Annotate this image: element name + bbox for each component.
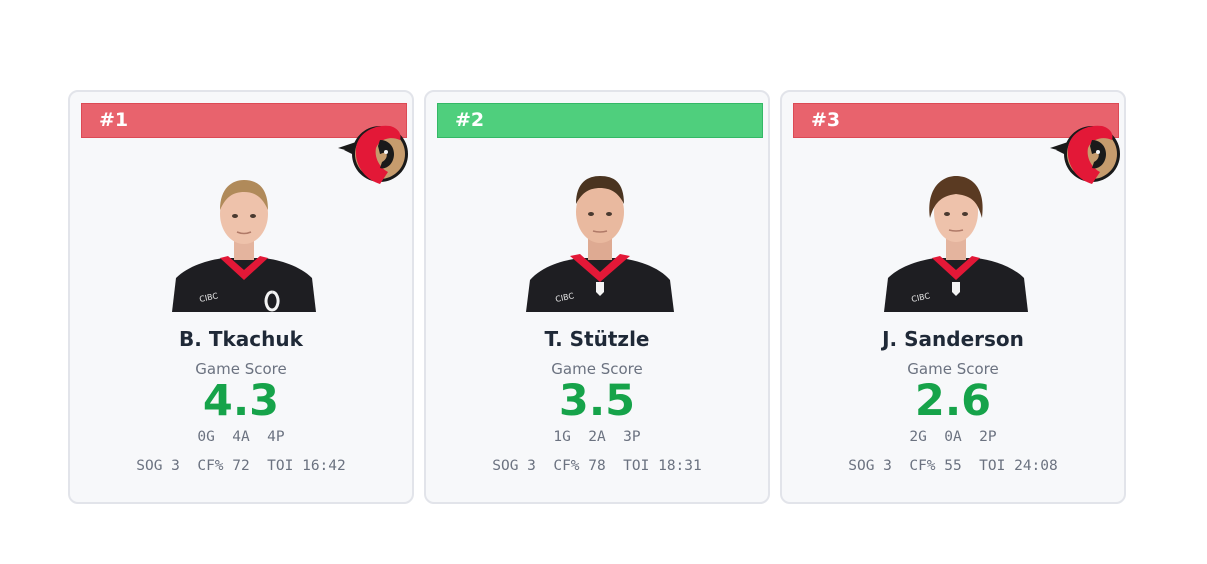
player-headshot-icon: CIBC xyxy=(880,174,1032,312)
ottawa-senators-logo-icon xyxy=(336,122,414,186)
player-headshot-icon: CIBC xyxy=(168,174,320,312)
game-score-value: 2.6 xyxy=(914,376,992,426)
ottawa-senators-logo-icon xyxy=(1048,122,1126,186)
svg-text:CIBC: CIBC xyxy=(911,291,932,304)
svg-text:CIBC: CIBC xyxy=(555,291,576,304)
metric-label: Game Score xyxy=(195,360,287,378)
stats-line: SOG 3 CF% 55 TOI 24:08 xyxy=(848,458,1058,474)
rank-banner: #1 xyxy=(81,103,407,138)
game-score-value: 3.5 xyxy=(558,376,636,426)
rank-banner: #3 xyxy=(793,103,1119,138)
player-headshot-icon: CIBC xyxy=(524,174,676,312)
player-card[interactable]: #2 CIBC T. Stützle Game Score 3.5 1G 2A … xyxy=(424,90,770,504)
player-name: J. Sanderson xyxy=(882,327,1024,351)
metric-label: Game Score xyxy=(551,360,643,378)
player-name: T. Stützle xyxy=(544,327,650,351)
points-line: 0G 4A 4P xyxy=(197,429,285,445)
player-card[interactable]: #1 CIBC xyxy=(68,90,414,504)
svg-text:CIBC: CIBC xyxy=(199,291,220,304)
rank-banner: #2 xyxy=(437,103,763,138)
metric-label: Game Score xyxy=(907,360,999,378)
player-name: B. Tkachuk xyxy=(179,327,303,351)
game-score-value: 4.3 xyxy=(202,376,280,426)
player-card[interactable]: #3 CIBC xyxy=(780,90,1126,504)
stats-line: SOG 3 CF% 72 TOI 16:42 xyxy=(136,458,346,474)
points-line: 1G 2A 3P xyxy=(553,429,641,445)
stats-line: SOG 3 CF% 78 TOI 18:31 xyxy=(492,458,702,474)
points-line: 2G 0A 2P xyxy=(909,429,997,445)
player-cards: #1 CIBC xyxy=(68,90,1126,504)
